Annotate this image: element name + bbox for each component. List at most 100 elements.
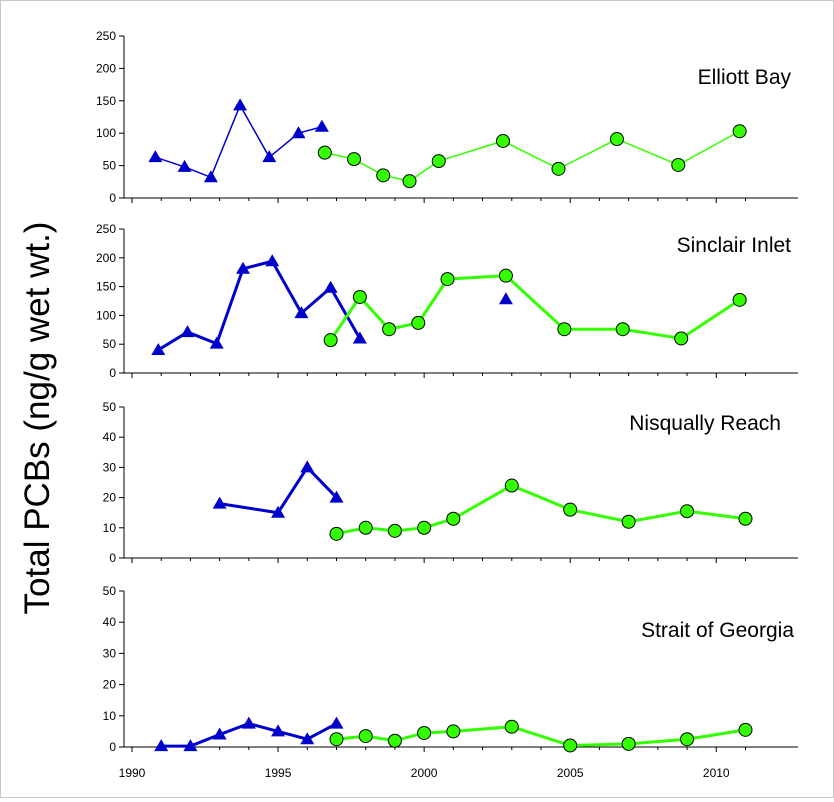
- data-point-circle: [382, 322, 397, 337]
- y-tick-label: 40: [103, 430, 117, 444]
- data-point-circle: [387, 733, 402, 748]
- data-point-triangle: [352, 331, 367, 344]
- data-point-circle: [411, 315, 426, 330]
- data-point-circle: [431, 154, 446, 169]
- data-point-circle: [738, 722, 753, 737]
- data-point-circle: [609, 132, 624, 147]
- y-tick-label: 50: [103, 337, 117, 351]
- data-point-circle: [674, 331, 689, 346]
- series-line: [329, 274, 741, 342]
- data-point-triangle: [294, 306, 309, 319]
- series-line: [219, 464, 338, 515]
- data-point-triangle: [271, 724, 286, 737]
- data-point-circle: [621, 514, 636, 529]
- x-tick-label: 2005: [557, 766, 584, 780]
- triangle-series: [148, 98, 329, 183]
- triangle-series: [151, 254, 513, 355]
- circle-series: [323, 268, 747, 348]
- data-point-circle: [376, 168, 391, 183]
- data-point-triangle: [323, 280, 338, 293]
- y-tick-label: 100: [96, 308, 116, 322]
- data-point-circle: [323, 333, 338, 348]
- y-tick-label: 0: [109, 366, 116, 380]
- data-point-triangle: [291, 126, 306, 139]
- x-axis: 1990 1995 2000 2005 2010: [119, 766, 730, 780]
- data-point-circle: [732, 292, 747, 307]
- y-tick-label: 150: [96, 280, 116, 294]
- y-tick-label: 0: [109, 551, 116, 565]
- data-point-triangle: [177, 159, 192, 172]
- y-tick-label: 0: [109, 740, 116, 754]
- y-tick-label: 0: [109, 191, 116, 205]
- data-point-circle: [615, 322, 630, 337]
- series-line: [336, 483, 746, 536]
- data-point-triangle: [265, 254, 280, 267]
- series-line: [336, 725, 746, 747]
- panel-4: 0 10 20 30 40 50 Strait of Georgia: [103, 584, 798, 754]
- y-tick-label: 50: [103, 159, 117, 173]
- data-point-circle: [352, 289, 367, 304]
- data-point-triangle: [241, 716, 256, 729]
- data-point-triangle: [212, 496, 227, 509]
- data-point-circle: [358, 520, 373, 535]
- data-point-triangle: [209, 336, 224, 349]
- panel-title: Nisqually Reach: [629, 412, 781, 435]
- y-tick-label: 250: [96, 29, 116, 43]
- triangle-series: [154, 716, 344, 752]
- y-tick-label: 20: [103, 491, 117, 505]
- panel-3: 0 10 20 30 40 50 Nisqually Reach: [103, 400, 798, 565]
- panel-1: 0 50 100 150 200 250 Elliott Bay: [96, 29, 798, 205]
- data-point-triangle: [300, 732, 315, 745]
- y-tick-label: 200: [96, 251, 116, 265]
- data-point-circle: [402, 174, 417, 189]
- y-tick-label: 50: [103, 400, 117, 414]
- data-point-triangle: [262, 150, 277, 163]
- data-point-circle: [387, 523, 402, 538]
- data-point-circle: [732, 124, 747, 139]
- data-point-triangle: [180, 325, 195, 338]
- data-point-triangle: [212, 727, 227, 740]
- data-point-triangle: [498, 292, 513, 305]
- circle-series: [329, 719, 753, 753]
- data-point-circle: [563, 738, 578, 753]
- data-point-circle: [680, 504, 695, 519]
- data-point-triangle: [300, 460, 315, 473]
- data-point-circle: [417, 520, 432, 535]
- data-point-triangle: [233, 98, 248, 111]
- data-point-circle: [496, 133, 511, 148]
- panel-title: Sinclair Inlet: [677, 234, 792, 257]
- data-point-triangle: [271, 505, 286, 518]
- y-tick-label: 100: [96, 126, 116, 140]
- y-tick-label: 20: [103, 678, 117, 692]
- y-tick-label: 200: [96, 61, 116, 75]
- data-point-triangle: [183, 739, 198, 752]
- y-tick-label: 40: [103, 615, 117, 629]
- data-point-circle: [557, 322, 572, 337]
- data-point-circle: [504, 719, 519, 734]
- data-point-circle: [446, 511, 461, 526]
- data-point-triangle: [151, 342, 166, 355]
- data-point-circle: [671, 157, 686, 172]
- circle-series: [329, 478, 753, 541]
- circle-series: [317, 124, 747, 189]
- data-point-circle: [329, 526, 344, 541]
- x-tick-label: 2000: [411, 766, 438, 780]
- data-point-circle: [440, 272, 455, 287]
- y-tick-label: 30: [103, 646, 117, 660]
- panel-2: 0 50 100 150 200 250 Sinclair Inlet: [96, 222, 798, 380]
- data-point-circle: [446, 724, 461, 739]
- data-point-circle: [329, 732, 344, 747]
- data-point-circle: [621, 736, 636, 751]
- y-axis-label: Total PCBs (ng/g wet wt.): [18, 222, 57, 615]
- x-tick-label: 1990: [119, 766, 146, 780]
- data-point-triangle: [314, 119, 329, 132]
- series-line: [324, 130, 740, 182]
- data-point-triangle: [236, 261, 251, 274]
- y-tick-label: 250: [96, 222, 116, 236]
- panel-title: Elliott Bay: [698, 66, 792, 89]
- data-point-circle: [317, 145, 332, 160]
- y-tick-label: 50: [103, 584, 117, 598]
- x-tick-label: 1995: [265, 766, 292, 780]
